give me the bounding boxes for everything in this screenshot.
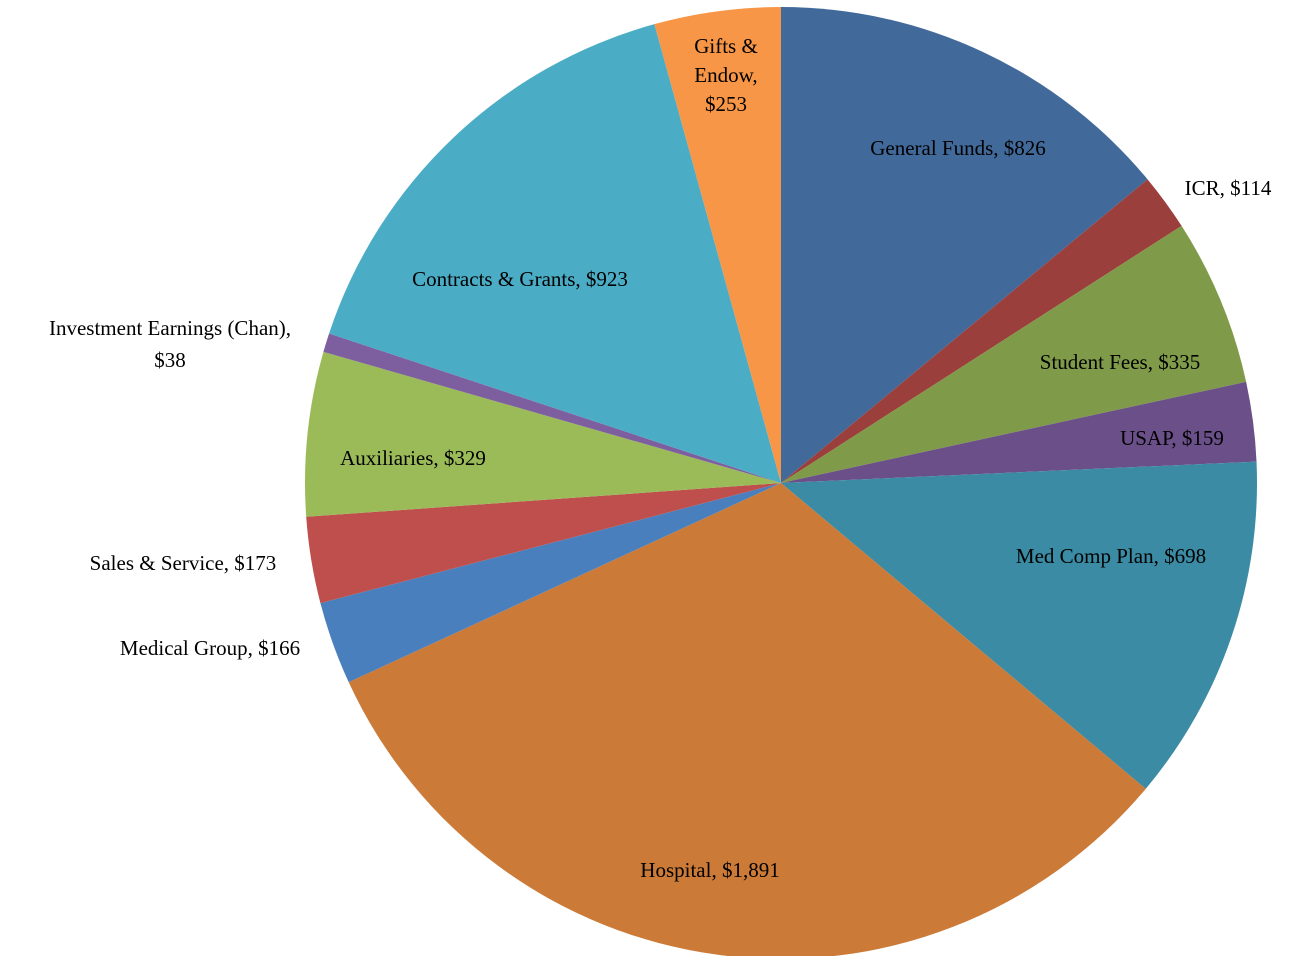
pie-slice — [323, 333, 781, 483]
data-label: Investment Earnings (Chan), — [49, 316, 291, 340]
data-label: Sales & Service, $173 — [90, 551, 277, 575]
pie-slice — [306, 483, 781, 604]
pie-slice — [305, 351, 781, 517]
pie-slice — [781, 461, 1257, 789]
data-label: Student Fees, $335 — [1040, 350, 1200, 374]
data-label: Gifts & — [694, 34, 758, 58]
data-label: Endow, — [694, 63, 757, 87]
pie-slice — [329, 24, 781, 484]
data-label: General Funds, $826 — [870, 136, 1046, 160]
pie-slice — [654, 7, 781, 483]
data-label: Contracts & Grants, $923 — [412, 267, 628, 291]
data-label: $38 — [154, 348, 186, 372]
data-label: ICR, $114 — [1185, 176, 1272, 200]
pie-slice — [781, 225, 1247, 484]
pie-slice — [781, 7, 1148, 483]
pie-slice — [320, 483, 781, 683]
data-label: Med Comp Plan, $698 — [1016, 544, 1206, 568]
data-label: Medical Group, $166 — [120, 636, 300, 660]
pie-slice — [781, 381, 1257, 483]
data-label: USAP, $159 — [1120, 426, 1224, 450]
pie-slice — [348, 483, 1146, 956]
data-label: Hospital, $1,891 — [640, 858, 779, 882]
pie-slice — [781, 179, 1182, 483]
data-label: Auxiliaries, $329 — [340, 446, 486, 470]
data-label: $253 — [705, 92, 747, 116]
